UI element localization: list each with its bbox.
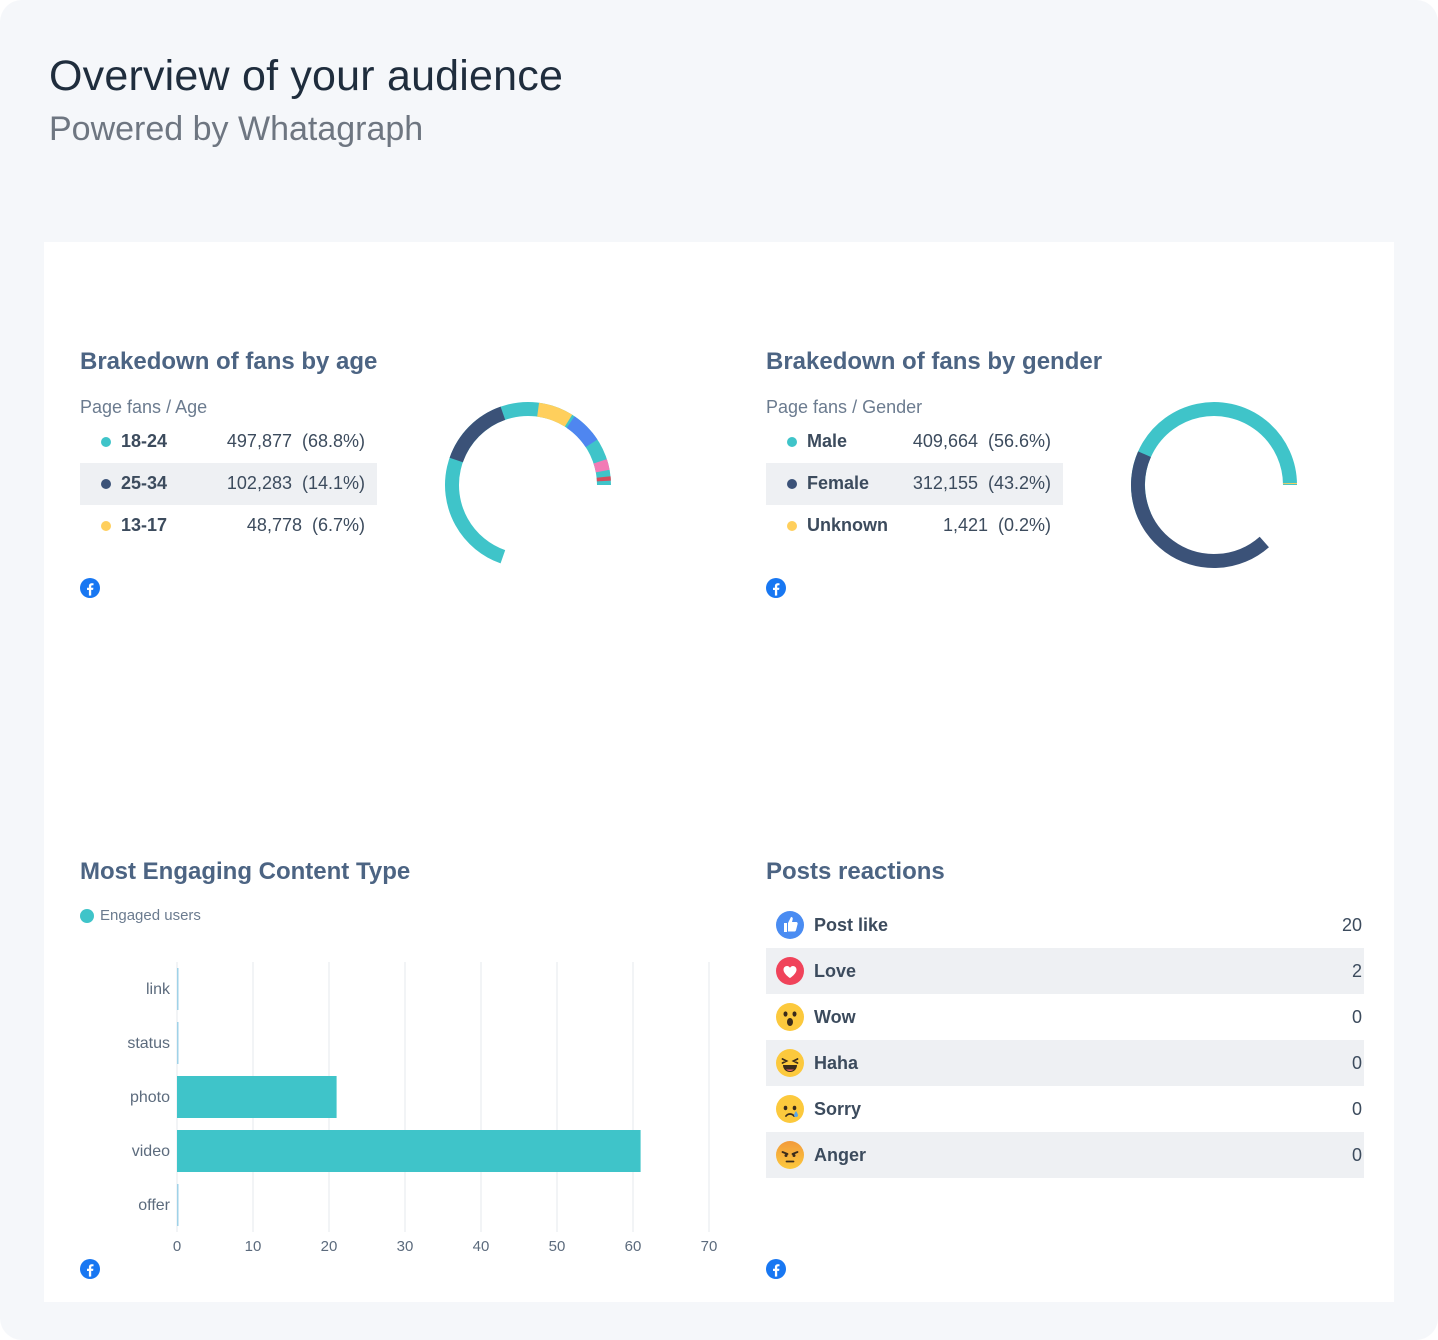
gender-legend-row: Unknown 1,421 (0.2%)	[766, 505, 1063, 547]
bar-link	[177, 968, 179, 1010]
x-tick-label: 70	[701, 1238, 718, 1255]
legend-label: Engaged users	[100, 907, 201, 924]
reaction-value: 0	[1351, 1099, 1362, 1119]
gender-donut-chart	[1131, 402, 1297, 568]
gender-legend-value: 1,421 (0.2%)	[942, 515, 1051, 535]
gender-legend-row: Male 409,664 (56.6%)	[766, 421, 1063, 463]
facebook-icon	[80, 1259, 100, 1279]
bar-status	[177, 1022, 179, 1064]
reaction-row: Sorry 0	[766, 1086, 1364, 1132]
sad-face-icon	[776, 1095, 804, 1123]
angry-face-icon	[776, 1141, 804, 1169]
donut-slice-female	[1131, 451, 1269, 568]
gender-legend-value: 312,155 (43.2%)	[912, 473, 1051, 493]
donut-slice-45-54	[593, 459, 610, 473]
facebook-icon	[766, 578, 786, 598]
age-widget-subtitle: Page fans / Age	[80, 397, 208, 417]
reaction-label: Anger	[814, 1145, 867, 1165]
page-subtitle: Powered by Whatagraph	[49, 110, 424, 148]
gender-legend-dot	[787, 521, 797, 531]
report-card: Brakedown of fans by age Page fans / Age…	[44, 242, 1394, 1302]
donut-slice-13-17	[536, 402, 573, 427]
age-legend-row: 18-24 497,877 (68.8%)	[80, 421, 377, 463]
reactions-widget-title: Posts reactions	[766, 858, 945, 885]
donut-slice-male	[1131, 402, 1297, 519]
bar-photo	[177, 1076, 337, 1118]
age-legend-value: 48,778 (6.7%)	[246, 515, 365, 535]
reaction-label: Love	[814, 961, 857, 981]
x-tick-label: 0	[173, 1238, 181, 1255]
reaction-label: Haha	[814, 1053, 859, 1073]
laughing-face-icon	[776, 1049, 804, 1077]
gender-legend-label: Unknown	[807, 515, 888, 535]
thumbs-up-icon	[776, 911, 804, 939]
chart-legend: Engaged users	[80, 907, 201, 924]
x-tick-label: 60	[625, 1238, 642, 1255]
age-legend-dot	[101, 521, 111, 531]
heart-icon	[776, 957, 804, 985]
wow-face-icon	[776, 1003, 804, 1031]
x-tick-label: 20	[321, 1238, 338, 1255]
content-widget-title: Most Engaging Content Type	[80, 858, 411, 885]
reaction-row: Anger 0	[766, 1132, 1364, 1178]
donut-slice-35-44	[566, 416, 598, 448]
gender-legend-label: Female	[807, 473, 870, 493]
age-legend-row: 13-17 48,778 (6.7%)	[80, 505, 377, 547]
age-donut-chart	[445, 402, 611, 564]
gender-widget-title: Brakedown of fans by gender	[766, 348, 1103, 375]
x-tick-label: 30	[397, 1238, 414, 1255]
y-category-label: video	[132, 1143, 170, 1160]
reaction-value: 2	[1351, 961, 1362, 981]
reaction-row: Haha 0	[766, 1040, 1364, 1086]
reaction-label: Wow	[814, 1007, 856, 1027]
y-category-label: link	[146, 981, 171, 998]
x-tick-label: 40	[473, 1238, 490, 1255]
age-widget-title: Brakedown of fans by age	[80, 348, 378, 375]
reaction-label: Post like	[814, 915, 889, 935]
legend-swatch	[80, 908, 94, 923]
reaction-row: Wow 0	[766, 994, 1364, 1040]
facebook-icon	[766, 1259, 786, 1279]
y-category-label: offer	[138, 1197, 170, 1214]
age-legend-label: 25-34	[121, 473, 168, 493]
y-category-label: photo	[130, 1089, 170, 1106]
reaction-value: 20	[1341, 915, 1362, 935]
gender-legend-row: Female 312,155 (43.2%)	[766, 463, 1063, 505]
age-legend-value: 102,283 (14.1%)	[226, 473, 365, 493]
age-legend-value: 497,877 (68.8%)	[226, 431, 365, 451]
reaction-row: Love 2	[766, 948, 1364, 994]
gender-legend-dot	[787, 479, 797, 489]
reaction-value: 0	[1351, 1053, 1362, 1073]
x-tick-label: 50	[549, 1238, 566, 1255]
gender-legend-dot	[787, 437, 797, 447]
age-legend-table: 18-24 497,877 (68.8%) 25-34 102,283 (14.…	[80, 421, 377, 547]
reaction-label: Sorry	[814, 1099, 862, 1119]
x-tick-label: 10	[245, 1238, 262, 1255]
age-legend-dot	[101, 437, 111, 447]
gender-widget-subtitle: Page fans / Gender	[766, 397, 923, 417]
age-legend-dot	[101, 479, 111, 489]
content-bar-chart: 0 10 20 30 40 50 60 70 link status photo video offer	[127, 962, 718, 1255]
reaction-value: 0	[1351, 1145, 1362, 1165]
reaction-row: Post like 20	[766, 902, 1364, 948]
facebook-icon	[80, 578, 100, 598]
page-title: Overview of your audience	[49, 52, 564, 100]
age-legend-label: 13-17	[121, 515, 168, 535]
reactions-table: Post like 20 Love 2 Wow 0	[766, 902, 1364, 1178]
reaction-value: 0	[1351, 1007, 1362, 1027]
y-category-label: status	[127, 1035, 170, 1052]
age-legend-row: 25-34 102,283 (14.1%)	[80, 463, 377, 505]
gender-legend-label: Male	[807, 431, 848, 451]
gender-legend-table: Male 409,664 (56.6%) Female 312,155 (43.…	[766, 421, 1063, 547]
bar-video	[177, 1130, 641, 1172]
age-legend-label: 18-24	[121, 431, 168, 451]
gender-legend-value: 409,664 (56.6%)	[912, 431, 1051, 451]
bar-offer	[177, 1184, 179, 1226]
donut-slice-25-34	[449, 406, 506, 463]
